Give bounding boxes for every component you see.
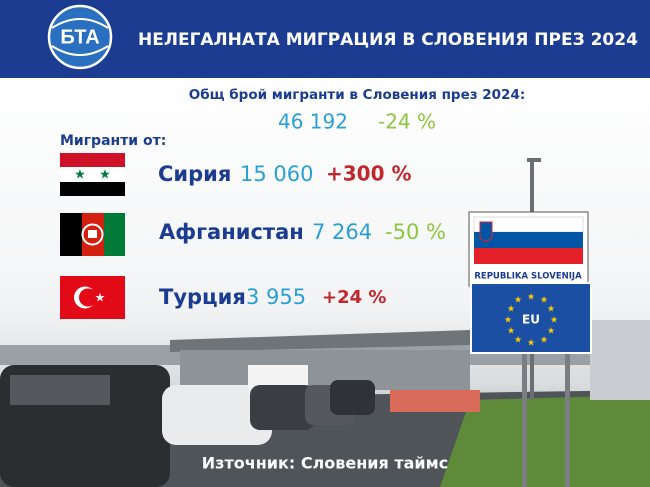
svg-text:★: ★ bbox=[540, 296, 548, 306]
total-label: Общ брой мигранти в Словения през 2024: bbox=[189, 87, 526, 103]
total-change: -24 % bbox=[378, 110, 436, 134]
country-name: Афганистан bbox=[159, 220, 304, 244]
flag-syria: ★ ★ bbox=[60, 153, 125, 196]
flag-turkey: ★ bbox=[60, 276, 125, 319]
flag-afghanistan bbox=[60, 213, 125, 256]
source: Източник: Словения таймс bbox=[202, 454, 448, 473]
country-name: Турция bbox=[159, 285, 246, 309]
svg-text:★: ★ bbox=[504, 316, 512, 326]
svg-text:★: ★ bbox=[540, 336, 548, 346]
scene bbox=[0, 158, 650, 487]
svg-text:★: ★ bbox=[547, 327, 555, 337]
origin-label: Мигранти от: bbox=[60, 133, 166, 149]
country-value: 15 060 bbox=[240, 162, 313, 186]
country-name: Сирия bbox=[158, 162, 231, 186]
eu-text: EU bbox=[522, 313, 540, 327]
eu-sign: ★ ★★ ★★★ ★★★ ★★★ EU bbox=[470, 282, 592, 354]
country-change: -50 % bbox=[385, 220, 446, 244]
svg-text:★: ★ bbox=[95, 291, 106, 305]
svg-text:★: ★ bbox=[507, 327, 515, 337]
total-value: 46 192 bbox=[278, 110, 348, 134]
svg-text:★: ★ bbox=[507, 305, 515, 315]
svg-text:★: ★ bbox=[550, 316, 558, 326]
svg-text:★: ★ bbox=[547, 305, 555, 315]
svg-text:★: ★ bbox=[527, 293, 535, 303]
svg-text:★: ★ bbox=[99, 168, 111, 183]
svg-text:★: ★ bbox=[514, 336, 522, 346]
svg-text:★: ★ bbox=[514, 296, 522, 306]
slovenia-sign: REPUBLIKA SLOVENIJA bbox=[468, 211, 589, 287]
country-value: 7 264 bbox=[312, 220, 372, 244]
country-change: +24 % bbox=[322, 287, 386, 308]
logo-text: БТА bbox=[60, 26, 99, 48]
country-change: +300 % bbox=[326, 162, 412, 186]
svg-text:★: ★ bbox=[527, 339, 535, 349]
logo-lines bbox=[51, 18, 109, 56]
country-value: 3 955 bbox=[246, 285, 306, 309]
title: НЕЛЕГАЛНАТА МИГРАЦИЯ В СЛОВЕНИЯ ПРЕЗ 202… bbox=[138, 30, 638, 50]
svg-text:★: ★ bbox=[74, 168, 86, 183]
sign-text: REPUBLIKA SLOVENIJA bbox=[474, 272, 582, 282]
